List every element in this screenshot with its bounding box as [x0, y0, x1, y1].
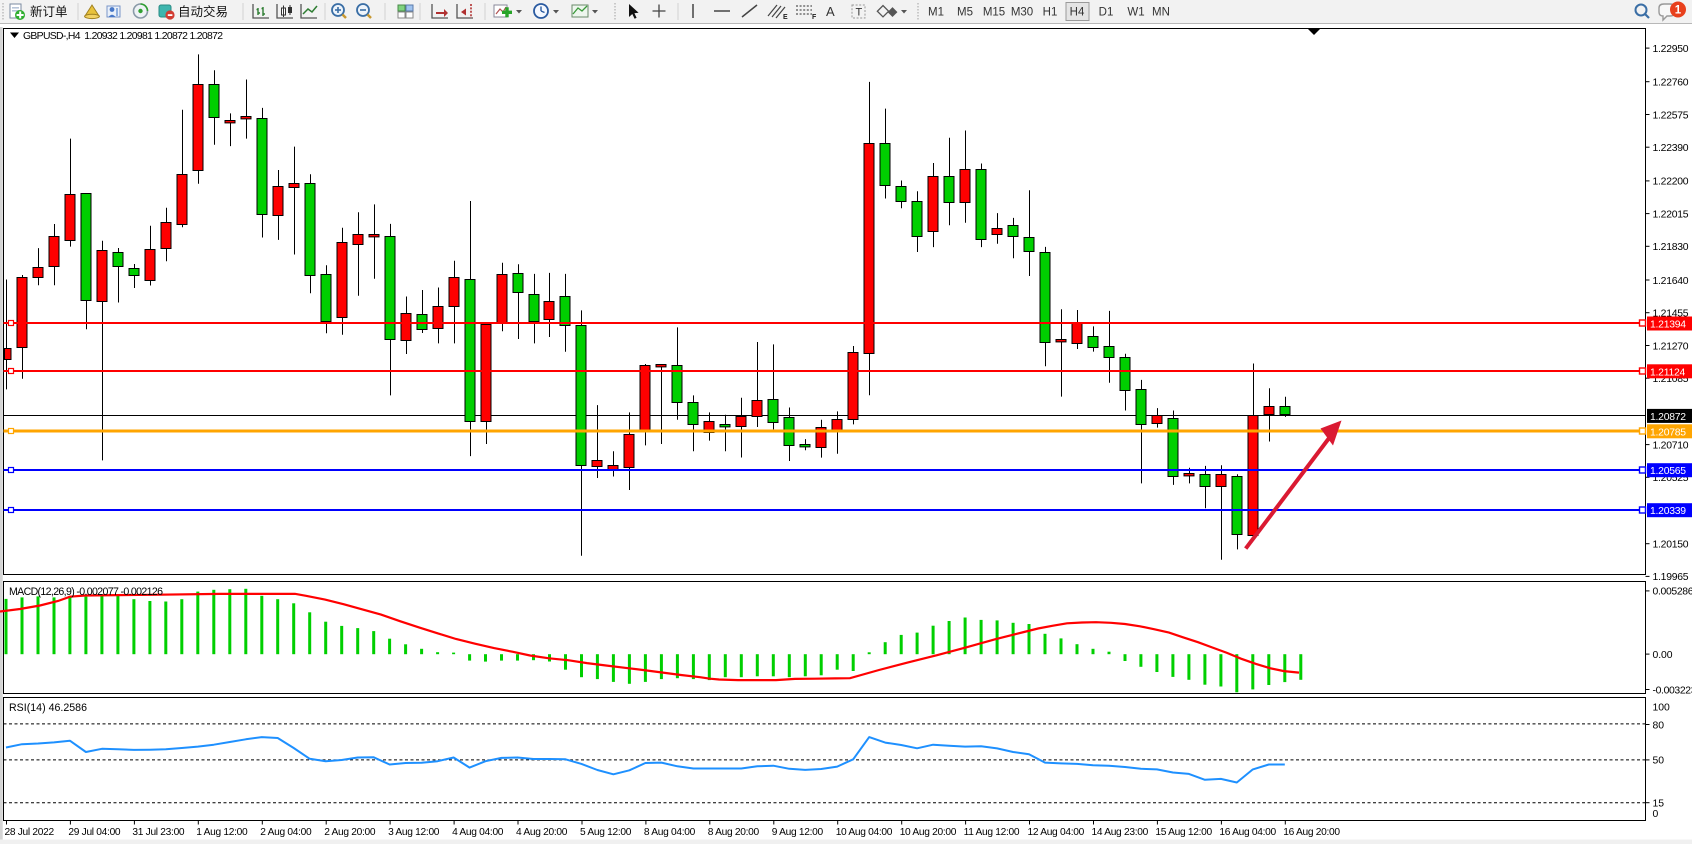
- svg-text:50: 50: [1653, 756, 1665, 767]
- svg-text:31 Jul 23:00: 31 Jul 23:00: [132, 827, 185, 838]
- svg-text:T: T: [856, 7, 863, 19]
- svg-text:10 Aug 04:00: 10 Aug 04:00: [836, 827, 893, 838]
- svg-text:1.21830: 1.21830: [1653, 242, 1689, 253]
- svg-text:2 Aug 20:00: 2 Aug 20:00: [324, 827, 376, 838]
- svg-text:4 Aug 04:00: 4 Aug 04:00: [452, 827, 504, 838]
- svg-text:29 Jul 04:00: 29 Jul 04:00: [68, 827, 121, 838]
- svg-text:A: A: [826, 4, 835, 19]
- svg-text:1 Aug 12:00: 1 Aug 12:00: [196, 827, 248, 838]
- svg-text:0: 0: [1653, 809, 1659, 820]
- svg-text:1.20785: 1.20785: [1650, 427, 1686, 438]
- svg-text:H4: H4: [1070, 7, 1085, 19]
- svg-text:11 Aug 12:00: 11 Aug 12:00: [964, 827, 1020, 838]
- svg-text:MACD(12,26,9) -0.002077 -0.002: MACD(12,26,9) -0.002077 -0.002126: [9, 586, 163, 598]
- svg-text:8 Aug 04:00: 8 Aug 04:00: [644, 827, 696, 838]
- svg-text:4 Aug 20:00: 4 Aug 20:00: [516, 827, 568, 838]
- svg-text:GBPUSD-,H4 1.20932 1.20981 1.: GBPUSD-,H4 1.20932 1.20981 1.20872 1.208…: [23, 31, 223, 42]
- svg-text:M5: M5: [957, 7, 973, 19]
- svg-text:15 Aug 12:00: 15 Aug 12:00: [1155, 827, 1212, 838]
- svg-text:1.21394: 1.21394: [1650, 320, 1686, 331]
- svg-text:1.19965: 1.19965: [1653, 572, 1689, 583]
- svg-text:8 Aug 20:00: 8 Aug 20:00: [708, 827, 760, 838]
- svg-text:5 Aug 12:00: 5 Aug 12:00: [580, 827, 632, 838]
- svg-text:M30: M30: [1011, 7, 1033, 19]
- svg-text:F: F: [812, 14, 817, 21]
- svg-text:1.21124: 1.21124: [1650, 367, 1686, 378]
- svg-text:W1: W1: [1127, 7, 1144, 19]
- svg-text:0.005286: 0.005286: [1653, 587, 1692, 598]
- svg-text:3 Aug 12:00: 3 Aug 12:00: [388, 827, 440, 838]
- svg-text:1: 1: [1675, 5, 1682, 17]
- svg-text:1.21270: 1.21270: [1653, 341, 1689, 352]
- svg-text:-0.003223: -0.003223: [1653, 685, 1692, 696]
- svg-text:100: 100: [1653, 703, 1671, 714]
- svg-text:28 Jul 2022: 28 Jul 2022: [5, 827, 55, 838]
- svg-text:1.22390: 1.22390: [1653, 143, 1689, 154]
- svg-text:M1: M1: [928, 7, 944, 19]
- svg-text:16 Aug 04:00: 16 Aug 04:00: [1219, 827, 1276, 838]
- svg-text:1.20710: 1.20710: [1653, 440, 1689, 451]
- svg-text:14 Aug 23:00: 14 Aug 23:00: [1092, 827, 1149, 838]
- svg-text:1.20872: 1.20872: [1650, 412, 1686, 423]
- svg-text:1.21640: 1.21640: [1653, 276, 1689, 287]
- svg-text:自动交易: 自动交易: [178, 4, 228, 19]
- svg-text:16 Aug 20:00: 16 Aug 20:00: [1283, 827, 1340, 838]
- svg-text:H1: H1: [1043, 7, 1058, 19]
- svg-text:1.22575: 1.22575: [1653, 110, 1689, 121]
- svg-text:10 Aug 20:00: 10 Aug 20:00: [900, 827, 957, 838]
- svg-text:E: E: [783, 14, 788, 21]
- svg-text:1.22015: 1.22015: [1653, 209, 1689, 220]
- svg-text:0.00: 0.00: [1653, 650, 1673, 661]
- svg-text:新订单: 新订单: [30, 4, 68, 19]
- svg-text:MN: MN: [1152, 7, 1170, 19]
- svg-text:1.22200: 1.22200: [1653, 177, 1689, 188]
- svg-text:1.22950: 1.22950: [1653, 44, 1689, 55]
- svg-text:RSI(14) 46.2586: RSI(14) 46.2586: [9, 702, 87, 714]
- svg-text:1.20150: 1.20150: [1653, 540, 1689, 551]
- svg-text:1.22760: 1.22760: [1653, 78, 1689, 89]
- svg-text:12 Aug 04:00: 12 Aug 04:00: [1028, 827, 1085, 838]
- svg-text:1.20339: 1.20339: [1650, 506, 1686, 517]
- svg-text:M15: M15: [983, 7, 1005, 19]
- svg-text:1.20565: 1.20565: [1650, 466, 1686, 477]
- svg-text:D1: D1: [1099, 7, 1114, 19]
- svg-text:2 Aug 04:00: 2 Aug 04:00: [260, 827, 312, 838]
- svg-text:80: 80: [1653, 720, 1665, 731]
- svg-text:9 Aug 12:00: 9 Aug 12:00: [772, 827, 824, 838]
